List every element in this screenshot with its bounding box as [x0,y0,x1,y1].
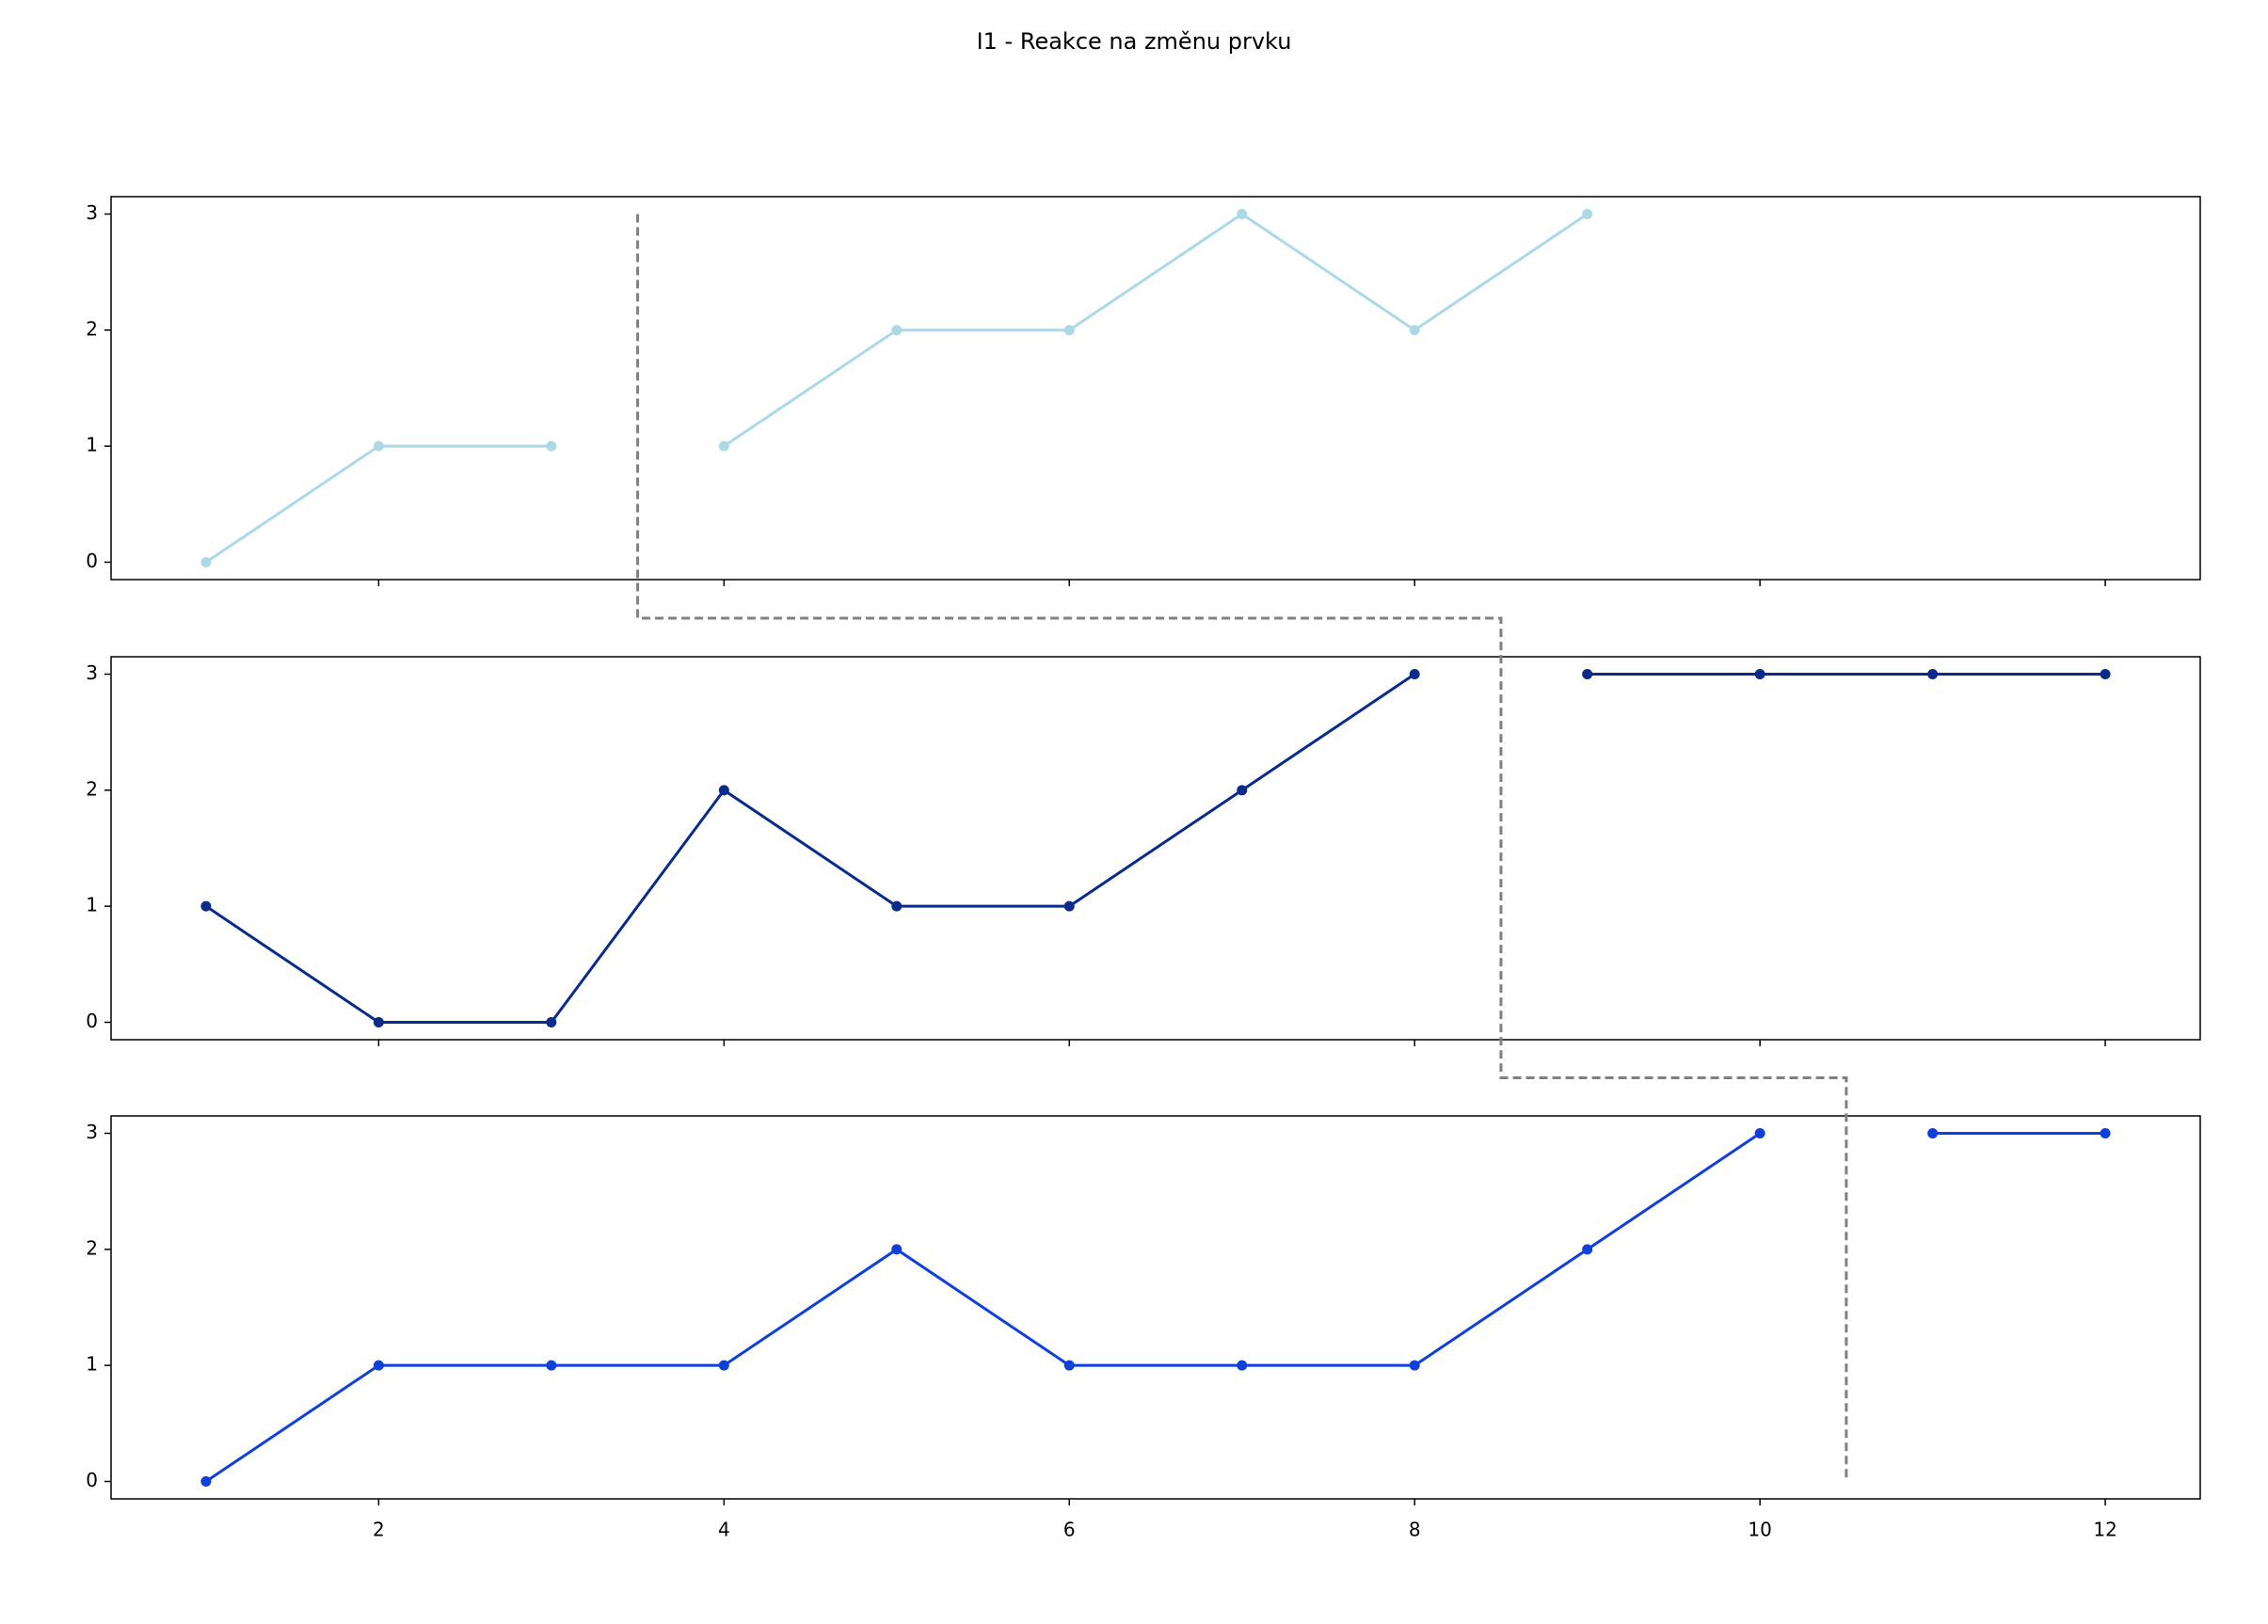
series-line [723,212,1589,448]
point [1582,669,1593,679]
y-tick-label: 0 [86,1010,98,1032]
series-line [205,673,1416,1024]
series-line [205,1132,1761,1483]
y-tick-label: 3 [86,661,98,684]
point [891,900,902,912]
axes-frame [110,1115,2201,1500]
point [1927,669,1939,679]
point [718,785,729,796]
point [1063,325,1075,336]
y-tick-label: 2 [86,317,98,340]
point [1582,1244,1593,1255]
y-tick-label: 2 [86,1236,98,1259]
point [718,1360,729,1371]
point [546,440,557,452]
point [1927,1128,1939,1138]
point [1237,209,1248,219]
point [1409,1360,1420,1371]
point [373,1017,384,1027]
axes-frame [110,656,2201,1041]
y-tick-label: 1 [86,1353,98,1376]
x-tick-label: 8 [1409,1519,1421,1541]
point [1409,325,1420,336]
point [546,1017,557,1027]
axes-frame [110,196,2201,581]
point [546,1360,557,1371]
x-tick-label: 12 [2093,1519,2116,1541]
point [200,900,212,912]
series-line [205,444,551,564]
x-tick-label: 10 [1748,1519,1771,1541]
y-tick-label: 2 [86,777,98,800]
chart-title: I1 - Reakce na změnu prvku [977,28,1292,55]
change-connector [636,214,1848,1482]
y-tick-label: 1 [86,434,98,456]
point [1237,1360,1248,1371]
x-tick-label: 4 [718,1519,730,1541]
point [2100,1128,2111,1138]
point [1063,900,1075,912]
point [373,440,384,452]
y-tick-label: 0 [86,549,98,572]
y-tick-label: 3 [86,1121,98,1143]
y-tick-label: 0 [86,1469,98,1491]
point [1754,669,1765,679]
point [200,1476,212,1487]
x-tick-label: 2 [373,1519,385,1541]
point [1582,209,1593,219]
point [1409,669,1420,679]
point [1237,785,1248,796]
point [1063,1360,1075,1371]
y-tick-label: 1 [86,894,98,916]
point [891,1244,902,1255]
point [373,1360,384,1371]
x-tick-label: 6 [1063,1519,1076,1541]
y-tick-label: 3 [86,201,98,224]
point [1754,1128,1765,1138]
point [200,557,212,567]
point [891,325,902,336]
point [2100,669,2111,679]
point [718,440,729,452]
